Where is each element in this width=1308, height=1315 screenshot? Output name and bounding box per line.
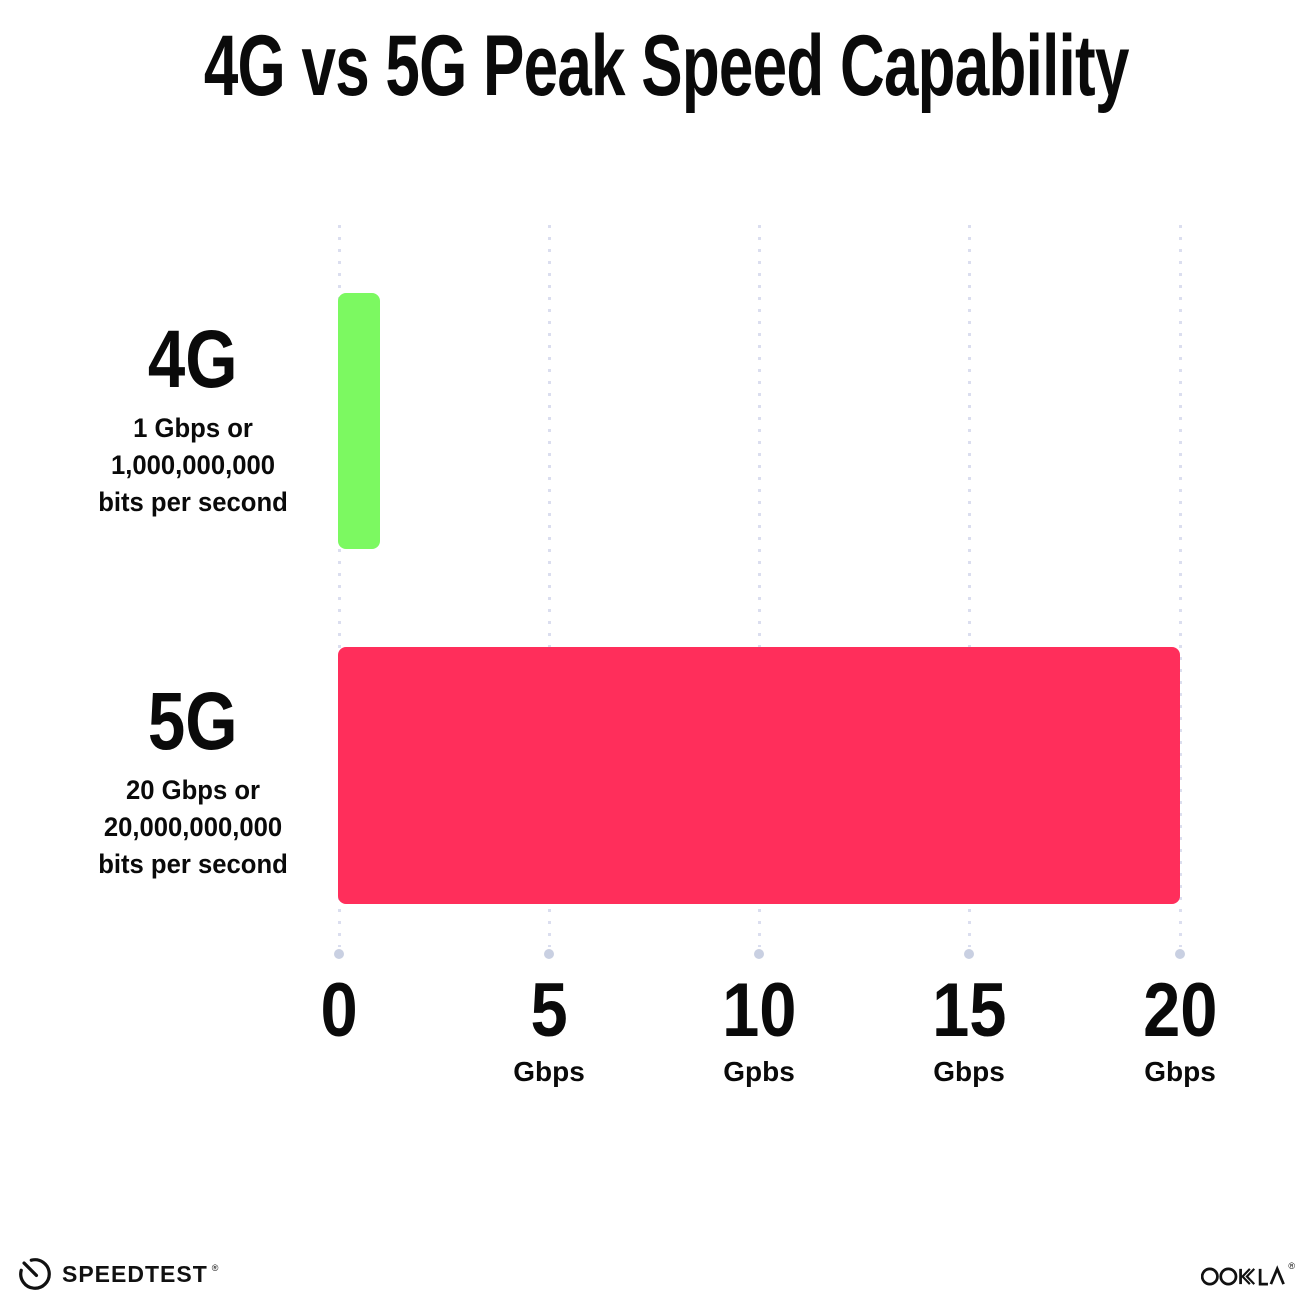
x-tick-unit: Gpbs <box>723 1056 795 1087</box>
row-label-5g-title: 5G <box>148 676 238 767</box>
x-tick-value: 10 <box>721 968 797 1053</box>
x-tick-unit: Gbps <box>513 1056 585 1087</box>
sublabel-line: bits per second <box>98 849 288 879</box>
chart-title-text: 4G vs 5G Peak Speed Capability <box>203 18 1130 114</box>
sublabel-line: 1,000,000,000 <box>110 450 276 480</box>
bar-5g <box>338 647 1180 904</box>
sublabel-line: 20 Gbps or <box>125 775 260 805</box>
x-tick-unit: Gbps <box>1144 1056 1216 1087</box>
chart-title: 4G vs 5G Peak Speed Capability <box>0 20 1308 112</box>
x-tick-value: 15 <box>931 968 1007 1053</box>
registered-trademark-icon: ® <box>1288 1261 1295 1271</box>
gridline-20 <box>1175 225 1185 959</box>
row-label-4g-title: 4G <box>148 314 238 405</box>
speedtest-wordmark: SPEEDTEST <box>62 1260 208 1287</box>
x-tick-0: 0 <box>219 972 459 1056</box>
gridline-5 <box>544 225 554 959</box>
x-tick-20: 20 Gbps <box>1060 972 1300 1088</box>
gridline-end-dot <box>964 949 974 959</box>
gridline-end-dot <box>1175 949 1185 959</box>
sublabel-line: 20,000,000,000 <box>103 812 283 842</box>
ookla-logo: ® <box>1201 1261 1295 1289</box>
registered-trademark-icon: ® <box>211 1263 219 1273</box>
x-tick-10: 10 Gpbs <box>639 972 879 1088</box>
bar-4g <box>338 293 380 549</box>
x-tick-15: 15 Gbps <box>849 972 1089 1088</box>
x-tick-5: 5 Gbps <box>429 972 669 1088</box>
gridline-0 <box>334 225 344 959</box>
gridline-15 <box>964 225 974 959</box>
gridline-end-dot <box>544 949 554 959</box>
sublabel-line: 1 Gbps or <box>133 413 253 443</box>
gridline-10 <box>754 225 764 959</box>
row-label-4g: 4G 1 Gbps or 1,000,000,000 bits per seco… <box>38 318 348 521</box>
row-label-5g-sublabel: 20 Gbps or 20,000,000,000 bits per secon… <box>46 772 341 883</box>
ookla-wordmark-icon <box>1201 1265 1286 1286</box>
x-tick-unit: Gbps <box>933 1056 1005 1087</box>
gridline-end-dot <box>334 949 344 959</box>
x-tick-value: 20 <box>1142 968 1218 1053</box>
row-label-5g: 5G 20 Gbps or 20,000,000,000 bits per se… <box>38 680 348 883</box>
x-tick-value: 5 <box>530 968 568 1053</box>
speedtest-logo: SPEEDTEST ® <box>16 1255 222 1293</box>
gridline-end-dot <box>754 949 764 959</box>
sublabel-line: bits per second <box>98 487 288 517</box>
x-tick-value: 0 <box>320 968 358 1053</box>
speedtest-gauge-icon <box>19 1258 51 1290</box>
row-label-4g-sublabel: 1 Gbps or 1,000,000,000 bits per second <box>46 410 341 521</box>
